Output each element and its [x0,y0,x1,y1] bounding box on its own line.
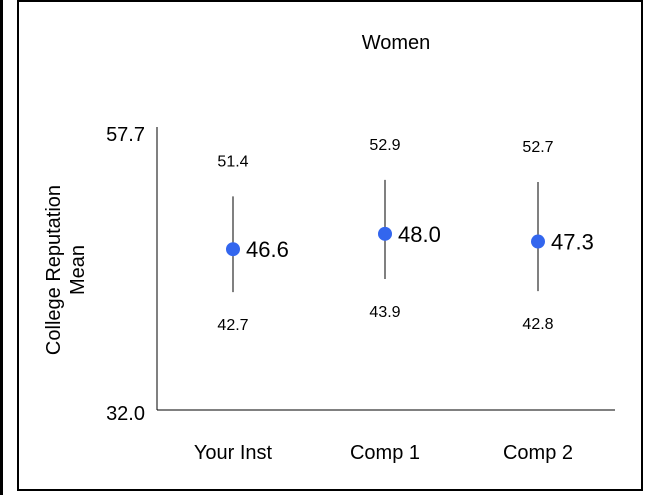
upper-label-2: 52.9 [369,137,400,154]
mean-label-1: 46.6 [246,237,289,262]
upper-label-1: 51.4 [217,153,248,170]
mean-point-3 [531,234,545,249]
y-tick-label-min: 32.0 [106,403,145,425]
chart-title: Women [362,32,431,54]
lower-label-2: 43.9 [369,304,400,321]
upper-label-3: 52.7 [522,139,553,156]
x-tick-label-1: Your Inst [194,442,273,464]
y-axis-label-line2: Mean [67,245,89,295]
lower-label-1: 42.7 [217,317,248,334]
x-tick-label-3: Comp 2 [503,442,573,464]
chart-panel [17,0,643,491]
y-axis-label-line1: College Reputation [43,185,65,355]
mean-label-2: 48.0 [398,222,441,247]
x-tick-label-2: Comp 1 [350,442,420,464]
mean-point-1 [226,242,240,257]
y-tick-label-max: 57.7 [106,124,145,146]
mean-point-2 [378,226,392,241]
mean-label-3: 47.3 [551,230,594,255]
left-border-line [0,0,3,495]
lower-label-3: 42.8 [522,316,553,333]
